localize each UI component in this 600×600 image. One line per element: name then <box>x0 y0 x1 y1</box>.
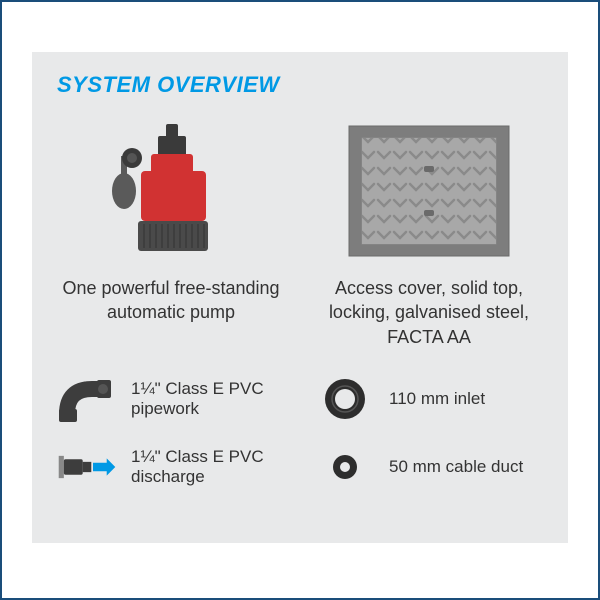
pipework-label: 1¼" Class E PVC pipework <box>131 379 285 420</box>
elbow-icon <box>57 374 117 424</box>
outer-frame: SYSTEM OVERVIEW <box>0 0 600 600</box>
discharge-item: 1¼" Class E PVC discharge <box>57 442 285 492</box>
cover-icon <box>315 116 543 266</box>
duct-label: 50 mm cable duct <box>389 457 523 477</box>
discharge-label: 1¼" Class E PVC discharge <box>131 447 285 488</box>
bottom-grid: 1¼" Class E PVC pipework 110 mm inlet <box>57 374 543 492</box>
pipework-item: 1¼" Class E PVC pipework <box>57 374 285 424</box>
panel-title: SYSTEM OVERVIEW <box>57 72 543 98</box>
inlet-item: 110 mm inlet <box>315 374 543 424</box>
inlet-label: 110 mm inlet <box>389 389 485 409</box>
overview-panel: SYSTEM OVERVIEW <box>32 52 568 543</box>
top-row: One powerful free-standing automatic pum… <box>57 116 543 349</box>
cover-item: Access cover, solid top, locking, galvan… <box>315 116 543 349</box>
duct-item: 50 mm cable duct <box>315 442 543 492</box>
discharge-icon <box>57 442 117 492</box>
ring-icon <box>315 374 375 424</box>
pump-caption: One powerful free-standing automatic pum… <box>57 276 285 325</box>
cover-caption: Access cover, solid top, locking, galvan… <box>315 276 543 349</box>
dot-icon <box>315 442 375 492</box>
pump-icon <box>57 116 285 266</box>
pump-item: One powerful free-standing automatic pum… <box>57 116 285 349</box>
